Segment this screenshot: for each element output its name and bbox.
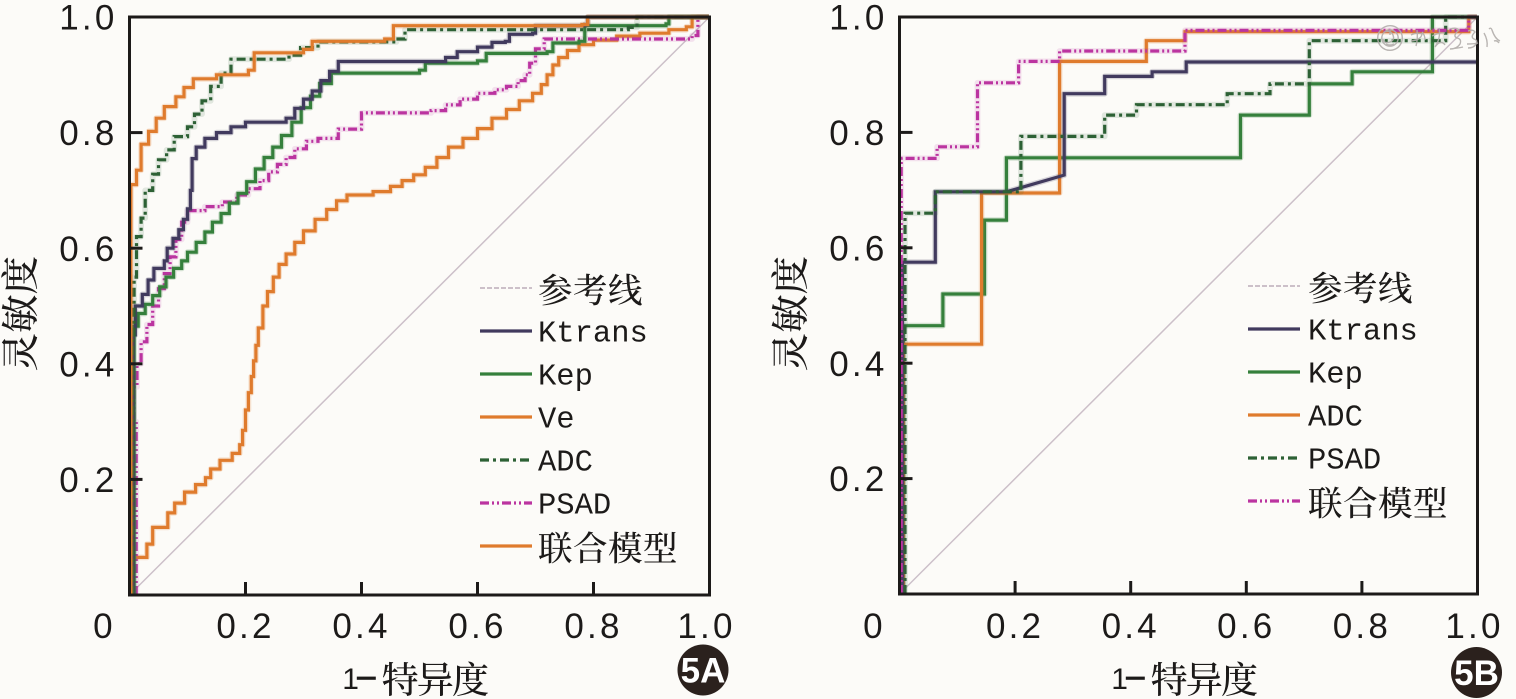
svg-text:1.0: 1.0 (59, 0, 117, 38)
svg-text:Ktrans: Ktrans (538, 318, 648, 352)
svg-text:0.8: 0.8 (59, 114, 117, 153)
svg-text:0.8: 0.8 (829, 114, 887, 153)
svg-text:1.0: 1.0 (677, 607, 735, 646)
svg-text:0.6: 0.6 (829, 229, 887, 268)
svg-text:0: 0 (93, 607, 116, 646)
svg-text:ADC: ADC (1308, 402, 1363, 436)
svg-text:1: 1 (1111, 663, 1128, 696)
svg-text:0.8: 0.8 (564, 607, 622, 646)
svg-text:0.4: 0.4 (59, 345, 117, 384)
svg-text:Ve: Ve (538, 404, 575, 438)
svg-text:0: 0 (863, 607, 886, 646)
svg-text:ADC: ADC (538, 447, 593, 481)
svg-text:PSAD: PSAD (538, 490, 611, 524)
svg-text:0.8: 0.8 (1333, 607, 1391, 646)
svg-text:1.0: 1.0 (1445, 607, 1503, 646)
svg-text:5A: 5A (681, 652, 726, 691)
svg-text:0.4: 0.4 (332, 607, 390, 646)
svg-text:0.4: 0.4 (1102, 607, 1160, 646)
svg-text:Ktrans: Ktrans (1308, 316, 1418, 350)
svg-text:0.2: 0.2 (216, 607, 274, 646)
svg-text:0.2: 0.2 (829, 460, 887, 499)
svg-text:1: 1 (342, 663, 359, 696)
svg-text:Kep: Kep (538, 361, 593, 395)
svg-text:0.6: 0.6 (448, 607, 506, 646)
svg-text:0.6: 0.6 (59, 230, 117, 269)
svg-text:5B: 5B (1454, 654, 1499, 693)
svg-text:0.2: 0.2 (986, 607, 1044, 646)
svg-text:0.4: 0.4 (829, 345, 887, 384)
svg-text:1.0: 1.0 (829, 0, 887, 38)
svg-text:PSAD: PSAD (1308, 445, 1381, 479)
svg-text:Kep: Kep (1308, 359, 1363, 393)
svg-text:0.2: 0.2 (59, 461, 117, 500)
svg-text:0.6: 0.6 (1217, 607, 1275, 646)
